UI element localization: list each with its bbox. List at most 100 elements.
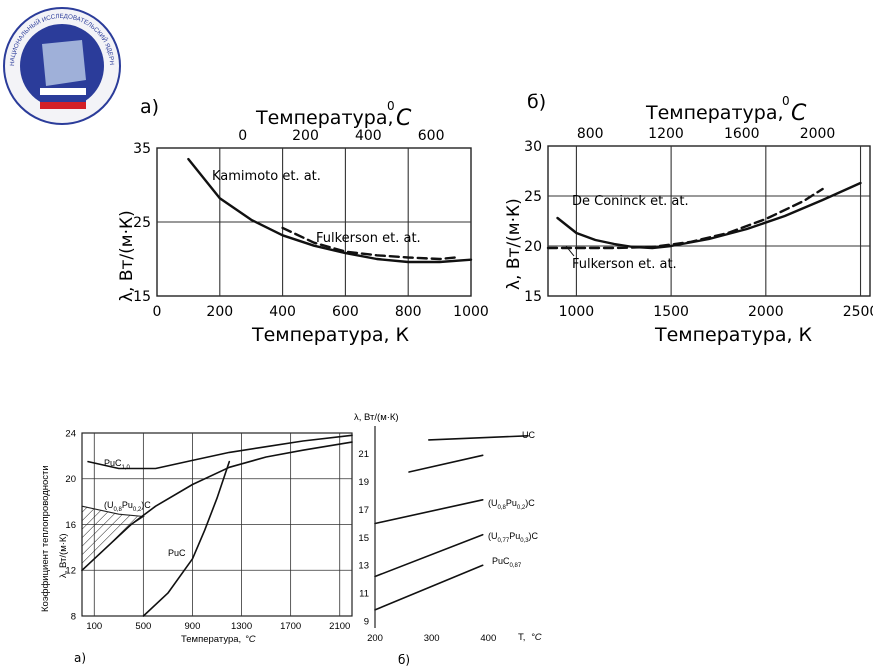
university-logo: НАЦИОНАЛЬНЫЙ ИССЛЕДОВАТЕЛЬСКИЙ ЯДЕРНЫЙ У… bbox=[0, 0, 121, 125]
chart-c-x-tick-label: 2100 bbox=[329, 621, 350, 632]
chart-d-y-tick-label: 19 bbox=[358, 477, 369, 488]
chart-c-series-label-upuc: (U0,8Pu0,2)C bbox=[104, 500, 151, 513]
chart-d-series-label-u077pu03c: (U0,77Pu0,3)C bbox=[488, 531, 539, 544]
chart-d-series-line-3 bbox=[374, 533, 484, 578]
logo-flag-white bbox=[40, 88, 86, 95]
chart-d-thermal-conductivity: λ, Вт/(м·К) T, °C б) 200 300 400 9 11 13 15 17 1… bbox=[354, 412, 545, 667]
chart-b-y-tick-label: 30 bbox=[524, 139, 542, 155]
chart-d-series-label-u08pu02c: (U0,8Pu0,2)C bbox=[488, 498, 535, 511]
chart-d-y-tick-label: 17 bbox=[358, 505, 369, 516]
logo-flag-blue bbox=[40, 95, 86, 102]
chart-b-series-line-1 bbox=[546, 187, 824, 250]
chart-a-x-tick-label: 200 bbox=[206, 304, 233, 320]
chart-a-series-line-0 bbox=[187, 157, 473, 264]
chart-d-y-tick-label: 21 bbox=[358, 449, 369, 460]
chart-b-top-tick-label: 2000 bbox=[800, 126, 836, 142]
chart-a-top-tick-label: 200 bbox=[292, 128, 319, 144]
chart-d-series-line-2 bbox=[374, 499, 484, 525]
chart-b-y-tick-label: 15 bbox=[524, 289, 542, 305]
chart-c-series-label-puc10: PuC1,0 bbox=[104, 458, 131, 471]
chart-c-y-tick-label: 20 bbox=[65, 474, 76, 485]
chart-b-thermal-conductivity: б) Температура, 0 C Температура, К λ, Вт… bbox=[504, 91, 873, 346]
chart-a-x-tick-label: 0 bbox=[153, 304, 162, 320]
chart-c-series-line-2 bbox=[142, 460, 231, 617]
chart-d-series-line-0 bbox=[428, 435, 529, 441]
chart-d-x-axis-unit: °C bbox=[531, 632, 542, 643]
chart-a-series-label-kamimoto: Kamimoto et. at. bbox=[212, 169, 321, 184]
chart-a-top-axis-unit-sup: 0 bbox=[387, 99, 395, 113]
chart-d-plot-frame bbox=[375, 426, 545, 628]
chart-b-y-tick-label: 20 bbox=[524, 239, 542, 255]
chart-c-y-tick-label: 12 bbox=[65, 566, 76, 577]
chart-a-x-tick-label: 400 bbox=[269, 304, 296, 320]
chart-b-y-axis-title: λ, Вт/(м·К) bbox=[504, 198, 524, 290]
chart-c-y-tick-label: 16 bbox=[65, 520, 76, 531]
chart-b-x-tick-label: 2500 bbox=[843, 304, 873, 320]
chart-a-series-line-1 bbox=[281, 226, 457, 261]
chart-b-top-tick-label: 1200 bbox=[648, 126, 684, 142]
chart-a-x-tick-label: 800 bbox=[395, 304, 422, 320]
chart-c-x-tick-label: 900 bbox=[185, 621, 201, 632]
chart-d-y-tick-label: 15 bbox=[358, 533, 369, 544]
chart-b-x-tick-label: 1500 bbox=[653, 304, 689, 320]
chart-d-y-axis-units: λ, Вт/(м·К) bbox=[354, 412, 399, 423]
chart-a-top-tick-label: 400 bbox=[355, 128, 382, 144]
chart-c-x-axis-unit: °C bbox=[245, 634, 256, 645]
chart-c-y-tick-label: 8 bbox=[71, 611, 76, 622]
chart-a-y-tick-label: 15 bbox=[133, 289, 151, 305]
chart-a-y-axis-title: λ, Вт/(м·К) bbox=[117, 210, 137, 302]
chart-a-x-tick-label: 1000 bbox=[453, 304, 489, 320]
chart-b-y-tick-label: 25 bbox=[524, 189, 542, 205]
chart-a-thermal-conductivity: а) Температура, 0 C Температура, К λ, Вт… bbox=[117, 96, 489, 346]
chart-c-x-axis-title: Температура, bbox=[181, 634, 241, 645]
chart-c-series-label-puc: PuC bbox=[168, 548, 186, 558]
chart-a-top-tick-label: 0 bbox=[238, 128, 247, 144]
chart-d-panel-label: б) bbox=[398, 653, 410, 667]
logo-flag-red bbox=[40, 102, 86, 109]
chart-a-series-label-fulkerson: Fulkerson et. at. bbox=[316, 231, 421, 246]
chart-a-x-axis-title: Температура, К bbox=[251, 324, 410, 346]
chart-c-y-tick-label: 24 bbox=[65, 428, 76, 439]
chart-c-x-tick-label: 1300 bbox=[231, 621, 252, 632]
chart-c-x-tick-label: 500 bbox=[135, 621, 151, 632]
chart-c-thermal-conductivity: Коэффициент теплопроводности λ, Вт/(м·К)… bbox=[40, 428, 353, 665]
chart-b-series-line-0 bbox=[556, 181, 862, 250]
chart-d-y-tick-label: 13 bbox=[358, 561, 369, 572]
chart-b-top-axis-unit: C bbox=[791, 101, 807, 126]
chart-a-top-tick-label: 600 bbox=[418, 128, 445, 144]
chart-c-y-axis-title: Коэффициент теплопроводности bbox=[40, 465, 51, 612]
chart-d-series-line-4 bbox=[374, 564, 484, 611]
chart-d-series-line-1 bbox=[408, 454, 484, 473]
chart-c-x-tick-label: 100 bbox=[86, 621, 102, 632]
chart-b-x-tick-label: 1000 bbox=[559, 304, 595, 320]
chart-b-top-axis-title: Температура, bbox=[645, 102, 784, 124]
chart-a-x-tick-label: 600 bbox=[332, 304, 359, 320]
chart-c-series-line-0 bbox=[87, 434, 353, 470]
chart-a-top-axis-title: Температура, bbox=[255, 107, 394, 129]
chart-d-series-label-uc: UC bbox=[522, 430, 535, 440]
logo-emblem-shape bbox=[42, 40, 86, 86]
chart-b-label-leader bbox=[565, 245, 575, 257]
chart-d-x-tick-label: 300 bbox=[424, 633, 440, 644]
chart-b-panel-label: б) bbox=[527, 91, 546, 113]
chart-b-plot-frame bbox=[547, 145, 871, 297]
chart-d-y-tick-label: 11 bbox=[359, 588, 369, 599]
chart-c-y-axis-units: λ, Вт/(м·К) bbox=[58, 533, 69, 578]
chart-c-panel-label: а) bbox=[74, 651, 86, 665]
chart-a-panel-label: а) bbox=[140, 96, 159, 118]
chart-b-top-axis-unit-sup: 0 bbox=[782, 94, 790, 108]
chart-a-y-tick-label: 35 bbox=[133, 141, 151, 157]
chart-a-top-axis-unit: C bbox=[396, 106, 412, 131]
chart-d-series-label-puc087: PuC0,87 bbox=[492, 556, 522, 569]
chart-d-y-tick-label: 9 bbox=[364, 616, 369, 627]
chart-d-x-axis-title: T, bbox=[518, 632, 525, 643]
chart-d-x-tick-label: 400 bbox=[480, 633, 496, 644]
chart-b-top-tick-label: 800 bbox=[577, 126, 604, 142]
chart-b-x-tick-label: 2000 bbox=[748, 304, 784, 320]
chart-b-top-tick-label: 1600 bbox=[724, 126, 760, 142]
chart-c-series-line-1 bbox=[81, 441, 353, 572]
chart-a-y-tick-label: 25 bbox=[133, 215, 151, 231]
chart-b-series-label-fulkerson: Fulkerson et. at. bbox=[572, 257, 677, 272]
